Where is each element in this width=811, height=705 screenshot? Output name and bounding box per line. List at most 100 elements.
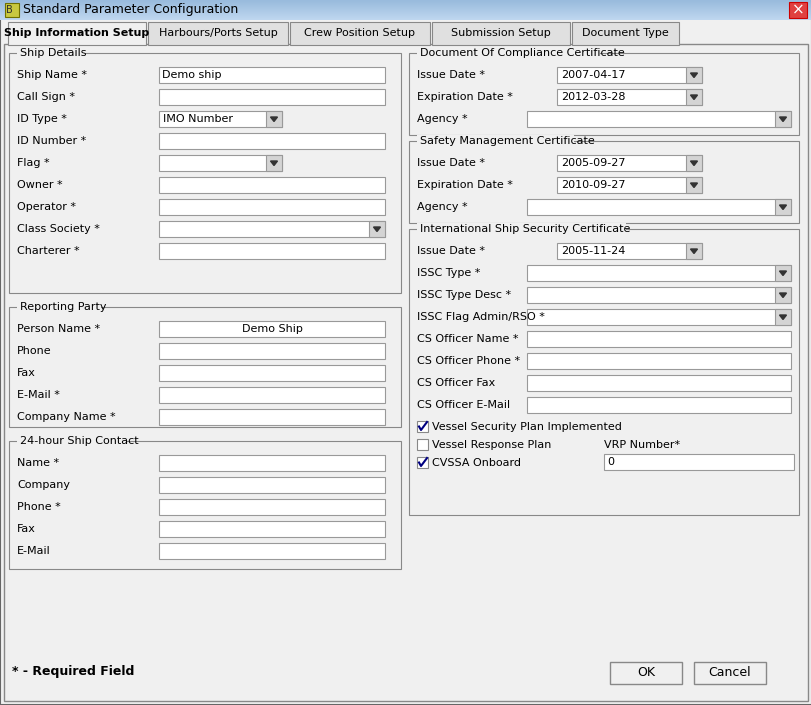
Text: 2010-09-27: 2010-09-27 (560, 180, 624, 190)
Text: Vessel Response Plan: Vessel Response Plan (431, 439, 551, 450)
Bar (17, 435, 127, 447)
Bar (417, 439, 427, 450)
Polygon shape (689, 95, 697, 99)
Bar (9, 441, 401, 569)
Bar (556, 243, 702, 259)
Text: Demo ship: Demo ship (162, 70, 221, 80)
Bar (774, 287, 790, 303)
Bar (9, 307, 401, 427)
Text: Charterer *: Charterer * (17, 246, 79, 256)
Polygon shape (689, 73, 697, 78)
Bar (159, 89, 384, 105)
Text: E-Mail: E-Mail (17, 546, 51, 556)
Text: VRP Number*: VRP Number* (603, 439, 680, 450)
Bar (417, 457, 427, 468)
Bar (159, 177, 384, 193)
Bar (409, 53, 798, 135)
Bar (417, 135, 573, 147)
Text: CS Officer Name *: CS Officer Name * (417, 334, 518, 344)
Bar (0, 4, 811, 5)
Text: Call Sign *: Call Sign * (17, 92, 75, 102)
Text: Reporting Party: Reporting Party (20, 302, 106, 312)
Text: Person Name *: Person Name * (17, 324, 100, 334)
Text: Ship Details: Ship Details (20, 48, 87, 58)
Text: Owner *: Owner * (17, 180, 62, 190)
Text: Fax: Fax (17, 368, 36, 378)
Bar (0, 3, 811, 4)
Text: B: B (6, 5, 13, 15)
Bar (685, 243, 702, 259)
Bar (774, 309, 790, 325)
Bar (0, 6, 811, 7)
Bar (290, 22, 430, 45)
Bar (368, 221, 384, 237)
Bar (159, 133, 384, 149)
Bar (526, 397, 790, 413)
Bar (8, 22, 146, 45)
Polygon shape (689, 183, 697, 188)
Text: 24-hour Ship Contact: 24-hour Ship Contact (20, 436, 139, 446)
Text: International Ship Security Certificate: International Ship Security Certificate (419, 224, 629, 234)
Text: Phone *: Phone * (17, 502, 61, 512)
Bar (0, 17, 811, 18)
Bar (609, 662, 681, 684)
Text: Company: Company (17, 480, 70, 490)
Bar (603, 454, 793, 470)
Text: Ship Information Setup: Ship Information Setup (4, 28, 149, 39)
Text: IMO Number: IMO Number (163, 114, 233, 124)
Bar (159, 243, 384, 259)
Bar (556, 67, 702, 83)
Bar (5, 3, 19, 17)
Bar (774, 199, 790, 215)
Text: CVSSA Onboard: CVSSA Onboard (431, 458, 521, 467)
Text: Harbours/Ports Setup: Harbours/Ports Setup (158, 28, 277, 39)
Polygon shape (270, 117, 277, 121)
Polygon shape (689, 161, 697, 166)
Bar (693, 662, 765, 684)
Bar (685, 177, 702, 193)
Bar (0, 18, 811, 19)
Text: Fax: Fax (17, 524, 36, 534)
Polygon shape (779, 315, 786, 319)
Bar (417, 421, 427, 432)
Text: Issue Date *: Issue Date * (417, 158, 484, 168)
Text: ID Type *: ID Type * (17, 114, 67, 124)
Polygon shape (689, 249, 697, 254)
Bar (159, 387, 384, 403)
Bar (0, 10, 811, 11)
Text: ISSC Type *: ISSC Type * (417, 268, 480, 278)
Bar (774, 265, 790, 281)
Text: 2007-04-17: 2007-04-17 (560, 70, 624, 80)
Bar (409, 229, 798, 515)
Text: 2005-11-24: 2005-11-24 (560, 246, 624, 256)
Text: Safety Management Certificate: Safety Management Certificate (419, 136, 594, 146)
Bar (0, 16, 811, 17)
Polygon shape (779, 293, 786, 298)
Bar (159, 521, 384, 537)
Bar (0, 15, 811, 16)
Bar (431, 22, 569, 45)
Text: ISSC Type Desc *: ISSC Type Desc * (417, 290, 510, 300)
Bar (526, 375, 790, 391)
Bar (266, 111, 281, 127)
Text: Standard Parameter Configuration: Standard Parameter Configuration (23, 4, 238, 16)
Text: Flag *: Flag * (17, 158, 49, 168)
Text: Issue Date *: Issue Date * (417, 246, 484, 256)
Polygon shape (779, 117, 786, 121)
Bar (685, 67, 702, 83)
Bar (9, 53, 401, 293)
Bar (159, 155, 281, 171)
Bar (17, 47, 85, 59)
Bar (159, 365, 384, 381)
Bar (148, 22, 288, 45)
Text: Name *: Name * (17, 458, 59, 468)
Text: Vessel Security Plan Implemented: Vessel Security Plan Implemented (431, 422, 621, 431)
Bar (0, 7, 811, 8)
Bar (159, 321, 384, 337)
Bar (159, 499, 384, 515)
Text: OK: OK (636, 666, 654, 680)
Text: ID Number *: ID Number * (17, 136, 86, 146)
Bar (526, 287, 790, 303)
Text: Expiration Date *: Expiration Date * (417, 180, 513, 190)
Text: Document Of Compliance Certificate: Document Of Compliance Certificate (419, 48, 624, 58)
